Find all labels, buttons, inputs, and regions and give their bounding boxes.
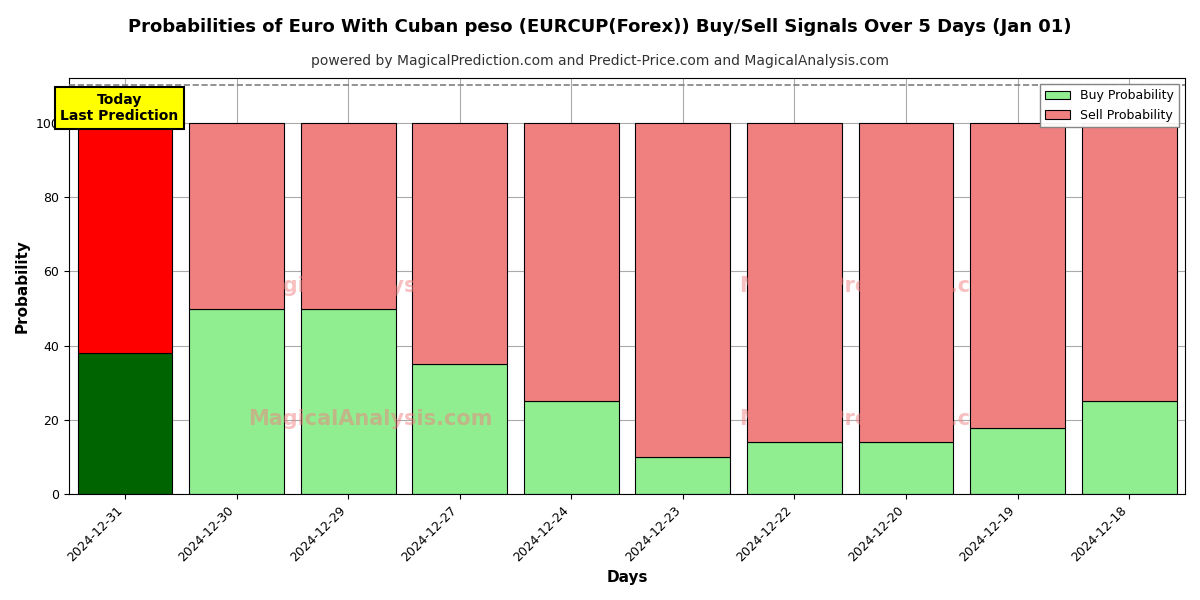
Text: powered by MagicalPrediction.com and Predict-Price.com and MagicalAnalysis.com: powered by MagicalPrediction.com and Pre… [311, 54, 889, 68]
Bar [970, 428, 1066, 494]
Text: MagicalPrediction.com: MagicalPrediction.com [739, 409, 1006, 430]
Bar [748, 122, 842, 442]
Text: MagicalPrediction.com: MagicalPrediction.com [739, 276, 1006, 296]
Bar [859, 442, 954, 494]
Bar [413, 122, 508, 364]
Text: MagicalAnalysis.com: MagicalAnalysis.com [248, 276, 493, 296]
Text: Today
Last Prediction: Today Last Prediction [60, 93, 179, 123]
Legend: Buy Probability, Sell Probability: Buy Probability, Sell Probability [1040, 84, 1178, 127]
Bar [748, 442, 842, 494]
Bar [1081, 401, 1177, 494]
Bar [636, 457, 731, 494]
Bar [190, 308, 284, 494]
Bar [524, 401, 619, 494]
X-axis label: Days: Days [606, 570, 648, 585]
Bar [524, 122, 619, 401]
Y-axis label: Probability: Probability [16, 239, 30, 333]
Bar [636, 122, 731, 457]
Bar [970, 122, 1066, 428]
Bar [1081, 122, 1177, 401]
Bar [78, 353, 173, 494]
Text: MagicalAnalysis.com: MagicalAnalysis.com [248, 409, 493, 430]
Bar [190, 122, 284, 308]
Bar [301, 308, 396, 494]
Bar [859, 122, 954, 442]
Bar [78, 122, 173, 353]
Bar [413, 364, 508, 494]
Bar [301, 122, 396, 308]
Text: Probabilities of Euro With Cuban peso (EURCUP(Forex)) Buy/Sell Signals Over 5 Da: Probabilities of Euro With Cuban peso (E… [128, 18, 1072, 36]
